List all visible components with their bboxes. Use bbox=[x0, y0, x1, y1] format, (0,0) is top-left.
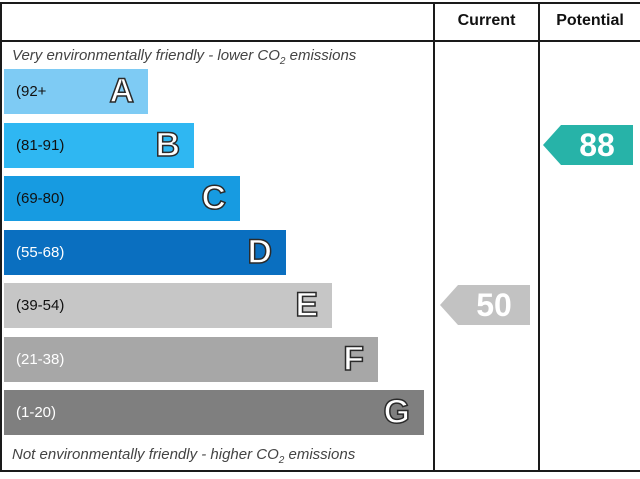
band-g: (1-20) G bbox=[4, 390, 424, 435]
band-letter: C bbox=[201, 178, 227, 218]
band-letter: G bbox=[383, 392, 411, 432]
band-f: (21-38) F bbox=[4, 337, 378, 382]
current-column-header: Current bbox=[457, 12, 516, 29]
band-letter: D bbox=[247, 232, 273, 272]
top-caption-subscript: 2 bbox=[279, 56, 286, 67]
band-c: (69-80) C bbox=[4, 176, 240, 221]
current-column-divider bbox=[433, 2, 435, 472]
band-letter: A bbox=[109, 71, 135, 111]
left-border bbox=[0, 2, 2, 472]
bottom-caption-suffix: emissions bbox=[284, 446, 356, 463]
potential-rating-arrow: 88 bbox=[543, 125, 633, 165]
band-letter: E bbox=[295, 285, 319, 325]
band-range-label: (92+ bbox=[16, 83, 47, 100]
header-divider bbox=[0, 40, 640, 42]
band-range-label: (55-68) bbox=[16, 244, 65, 261]
top-caption-text: Very environmentally friendly - lower CO bbox=[12, 47, 280, 64]
potential-column-divider bbox=[538, 2, 540, 472]
current-arrow-shape bbox=[440, 285, 530, 325]
bottom-caption-subscript: 2 bbox=[278, 455, 285, 466]
band-range-label: (69-80) bbox=[16, 190, 65, 207]
band-a: (92+ A bbox=[4, 69, 148, 114]
band-range-label: (81-91) bbox=[16, 137, 65, 154]
band-b: (81-91) B bbox=[4, 123, 194, 168]
top-caption: Very environmentally friendly - lower CO… bbox=[12, 47, 356, 67]
top-caption-suffix: emissions bbox=[285, 47, 357, 64]
band-d: (55-68) D bbox=[4, 230, 286, 275]
potential-column-header: Potential bbox=[556, 12, 624, 29]
band-letter: B bbox=[155, 125, 181, 165]
band-letter: F bbox=[342, 339, 364, 379]
band-e: (39-54) E bbox=[4, 283, 332, 328]
top-border bbox=[0, 2, 640, 4]
potential-rating-value: 88 bbox=[579, 127, 615, 163]
potential-arrow-shape bbox=[543, 125, 633, 165]
band-range-label: (21-38) bbox=[16, 351, 65, 368]
current-rating-value: 50 bbox=[476, 287, 512, 323]
band-range-label: (1-20) bbox=[16, 404, 57, 421]
bottom-border bbox=[0, 470, 640, 472]
bottom-caption-text: Not environmentally friendly - higher CO bbox=[12, 446, 279, 463]
bottom-caption: Not environmentally friendly - higher CO… bbox=[12, 446, 355, 466]
current-rating-arrow: 50 bbox=[440, 285, 530, 325]
band-range-label: (39-54) bbox=[16, 297, 65, 314]
